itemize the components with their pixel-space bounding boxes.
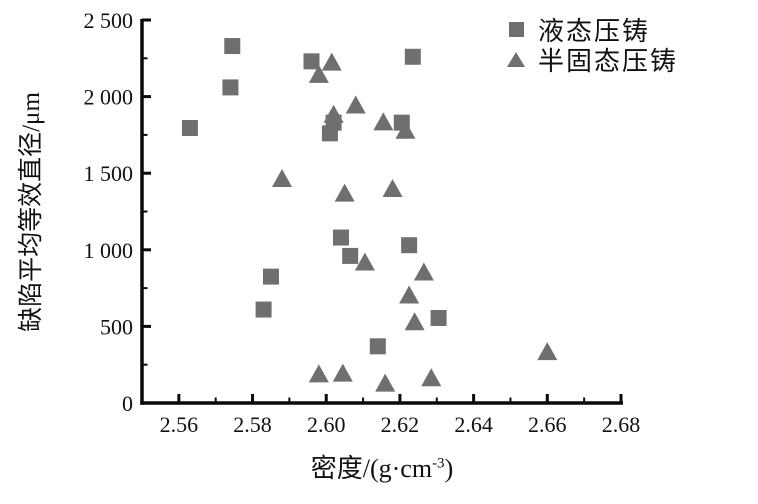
x-axis-title-close-paren: ) <box>444 454 454 483</box>
data-point-liquid <box>222 79 239 96</box>
square-marker-icon <box>503 21 529 37</box>
legend-label-liquid-die-casting: 液态压铸 <box>538 16 651 46</box>
data-point-liquid <box>321 125 338 142</box>
data-point-liquid <box>430 309 447 326</box>
data-point-semisolid <box>373 112 394 131</box>
y-tick-label: 2 500 <box>84 8 134 33</box>
data-point-semisolid <box>323 104 344 123</box>
data-point-liquid <box>332 229 349 246</box>
data-point-liquid <box>401 237 418 254</box>
x-tick-label: 2.66 <box>528 412 567 437</box>
x-tick-label: 2.56 <box>160 412 199 437</box>
x-tick-label: 2.58 <box>233 412 272 437</box>
data-point-liquid <box>369 338 386 355</box>
square-marker-swatch <box>508 21 524 37</box>
data-point-liquid <box>303 53 320 70</box>
y-tick-label: 1 500 <box>84 161 134 186</box>
x-tick-label: 2.62 <box>381 412 420 437</box>
data-point-liquid <box>181 120 198 137</box>
data-point-semisolid <box>395 120 416 139</box>
data-point-semisolid <box>354 252 375 271</box>
data-point-semisolid <box>413 262 434 281</box>
data-point-liquid <box>262 268 279 285</box>
data-point-liquid <box>404 48 421 65</box>
legend-item-semisolid-die-casting: 半固态压铸 <box>503 44 678 76</box>
triangle-marker-swatch <box>507 51 525 67</box>
data-point-semisolid <box>399 285 420 304</box>
x-tick-label: 2.60 <box>307 412 346 437</box>
x-axis-title-text: 密度/(g·cm <box>310 454 433 483</box>
legend-item-liquid-die-casting: 液态压铸 <box>503 14 678 46</box>
data-point-liquid <box>224 38 241 55</box>
data-point-semisolid <box>332 363 353 382</box>
data-point-semisolid <box>537 342 558 361</box>
y-axis-title: 缺陷平均等效直径/μm <box>18 92 45 332</box>
legend-label-semisolid-die-casting: 半固态压铸 <box>538 46 679 76</box>
data-point-semisolid <box>308 64 329 83</box>
y-tick-label: 500 <box>100 314 133 339</box>
data-point-semisolid <box>334 183 355 202</box>
data-point-semisolid <box>321 52 342 71</box>
data-point-liquid <box>342 247 359 264</box>
data-point-liquid <box>255 301 272 318</box>
x-axis-title: 密度/(g·cm-3) <box>242 448 522 485</box>
y-tick-label: 2 000 <box>84 85 134 110</box>
data-point-semisolid <box>382 179 403 198</box>
legend: 液态压铸 半固态压铸 <box>503 14 678 76</box>
x-tick-label: 2.68 <box>602 412 641 437</box>
y-tick-label: 0 <box>122 391 133 416</box>
data-point-semisolid <box>345 95 366 114</box>
data-point-semisolid <box>308 364 329 383</box>
y-tick-label: 1 000 <box>84 238 134 263</box>
x-tick-label: 2.64 <box>454 412 493 437</box>
data-point-semisolid <box>421 368 442 387</box>
data-point-semisolid <box>272 169 293 188</box>
x-axis-title-superscript: -3 <box>432 455 445 472</box>
data-point-semisolid <box>375 373 396 392</box>
data-point-semisolid <box>404 312 425 331</box>
triangle-marker-icon <box>503 51 529 67</box>
